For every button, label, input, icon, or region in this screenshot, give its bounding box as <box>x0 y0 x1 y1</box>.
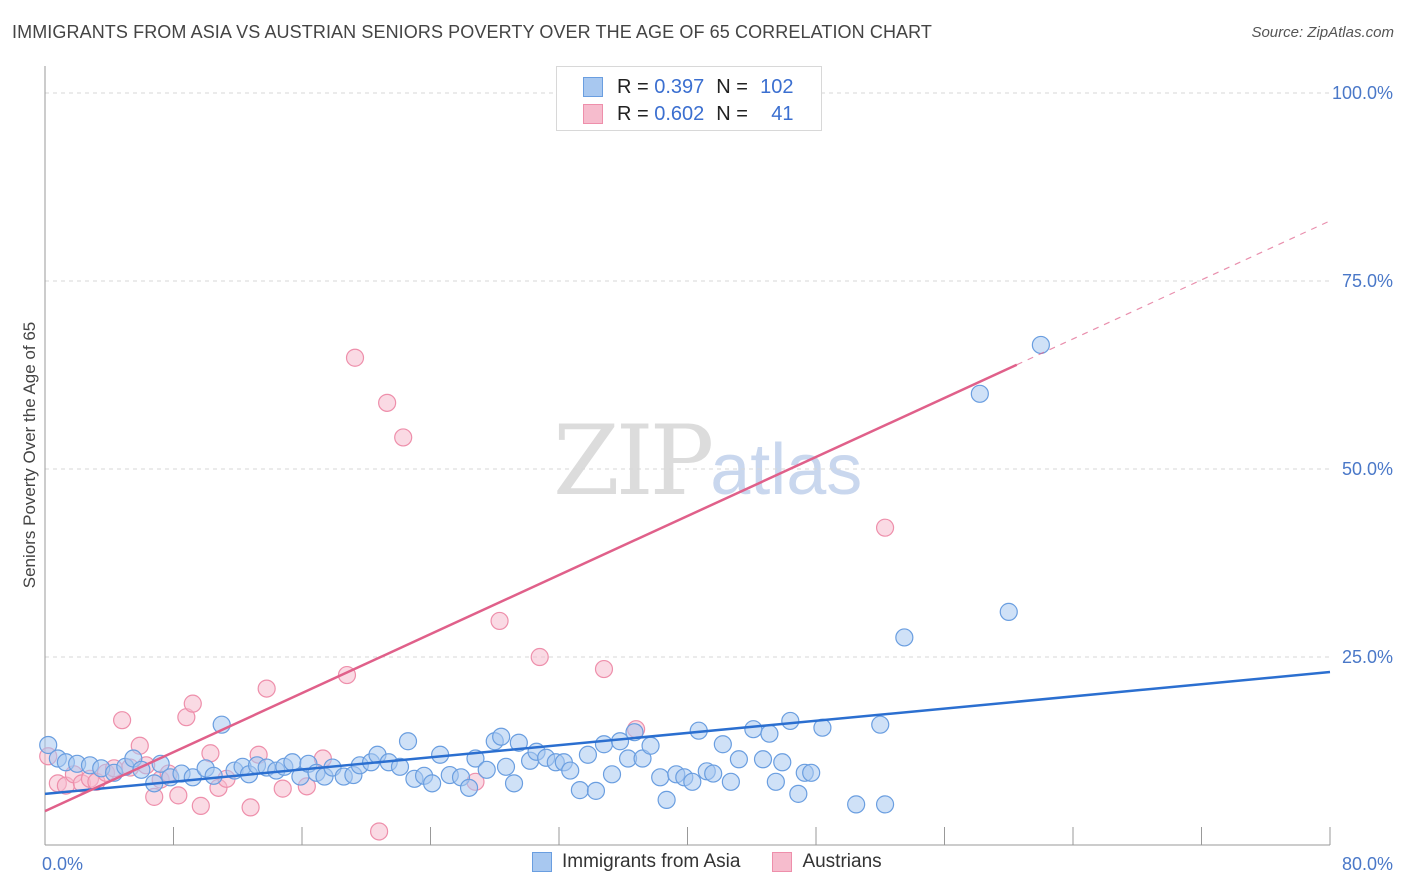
data-point <box>895 628 914 647</box>
legend-item-austrians[interactable]: Austrians <box>772 851 882 873</box>
data-point <box>496 757 516 776</box>
data-point <box>781 711 800 731</box>
data-point <box>713 735 732 754</box>
y-tick-label: 50.0% <box>1342 459 1393 479</box>
data-point <box>651 768 670 787</box>
legend-r-value: 0.397 <box>654 75 705 98</box>
data-point <box>561 761 580 780</box>
data-point <box>477 760 496 779</box>
data-point <box>492 727 511 746</box>
data-point <box>657 790 676 809</box>
data-point <box>875 795 895 814</box>
data-point <box>112 711 132 730</box>
legend-label-austrians: Austrians <box>802 851 882 872</box>
source-label: Source: ZipAtlas.com <box>1251 24 1394 41</box>
data-point <box>191 796 210 815</box>
series-legend: Immigrants from Asia Austrians <box>532 851 914 873</box>
data-point <box>875 518 895 537</box>
data-point <box>586 781 606 800</box>
data-point <box>530 647 549 667</box>
data-point <box>970 384 989 403</box>
data-point <box>459 778 479 797</box>
data-point <box>394 428 413 447</box>
legend-swatch-asia <box>532 852 552 872</box>
trend-line-asia <box>44 670 1331 796</box>
legend-n-label: N = <box>716 75 748 98</box>
data-point <box>241 798 260 817</box>
legend-n-label: N = <box>716 102 748 125</box>
data-point <box>999 602 1018 621</box>
legend-swatch-asia <box>583 77 603 97</box>
data-point <box>847 795 866 814</box>
data-point <box>704 764 723 783</box>
data-point <box>39 735 58 755</box>
data-point <box>744 720 763 739</box>
legend-r-value: 0.602 <box>654 102 705 125</box>
data-point <box>641 736 660 755</box>
data-point <box>169 786 188 805</box>
data-point <box>183 694 202 713</box>
legend-r-label: R = <box>617 102 649 125</box>
data-point <box>370 822 389 841</box>
data-point <box>602 765 622 784</box>
axes <box>44 66 1331 846</box>
data-point <box>378 393 397 412</box>
data-point <box>183 768 202 787</box>
y-tick-label: 25.0% <box>1342 647 1393 667</box>
data-point <box>1031 335 1050 355</box>
y-tick-label: 75.0% <box>1342 271 1393 291</box>
data-point <box>633 749 652 768</box>
data-point <box>802 763 821 782</box>
data-point <box>789 784 808 803</box>
data-point <box>201 744 220 763</box>
data-point <box>578 745 598 764</box>
correlation-legend: R = 0.397 N = 102 R = 0.602 N = 41 <box>556 66 822 131</box>
data-point <box>683 772 702 791</box>
watermark-logo: ZIPatlas <box>553 405 862 517</box>
data-point <box>773 753 792 772</box>
x-tick-label: 80.0% <box>1342 854 1393 874</box>
legend-row-asia: R = 0.397 N = 102 <box>583 74 794 100</box>
data-point <box>509 733 528 752</box>
data-point <box>729 750 749 769</box>
data-point <box>871 715 890 734</box>
legend-swatch-austrians <box>583 104 603 124</box>
trend-line-austrians <box>44 363 1018 813</box>
data-point <box>594 659 614 679</box>
legend-n-value: 41 <box>771 102 794 125</box>
asia-points <box>39 335 1050 814</box>
legend-label-asia: Immigrants from Asia <box>562 851 741 872</box>
grid-lines <box>45 92 1330 658</box>
data-point <box>204 766 223 785</box>
legend-n-value: 102 <box>760 75 794 98</box>
data-point <box>398 732 418 751</box>
data-point <box>760 724 779 743</box>
data-point <box>570 781 589 800</box>
x-tick-label: 0.0% <box>42 854 83 874</box>
data-point <box>753 750 773 769</box>
watermark-zip: ZIP <box>553 405 714 517</box>
legend-item-asia[interactable]: Immigrants from Asia <box>532 851 740 873</box>
data-point <box>594 735 614 754</box>
data-point <box>504 774 524 793</box>
data-point <box>273 779 292 798</box>
trend-line-austrians-extension <box>1016 220 1331 366</box>
data-point <box>257 679 276 698</box>
legend-swatch-austrians <box>772 852 793 872</box>
y-tick-label: 100.0% <box>1332 83 1393 103</box>
data-point <box>423 774 442 793</box>
data-point <box>766 772 785 791</box>
chart-title: IMMIGRANTS FROM ASIA VS AUSTRIAN SENIORS… <box>12 22 933 42</box>
data-point <box>721 772 740 791</box>
data-point <box>345 348 365 367</box>
data-point <box>390 757 410 776</box>
legend-r-label: R = <box>617 75 649 98</box>
tick-labels: 25.0% 50.0% 75.0% 100.0% 0.0% 80.0% <box>42 83 1393 874</box>
data-point <box>490 611 509 631</box>
trend-lines <box>44 220 1331 813</box>
legend-row-austrians: R = 0.602 N = 41 <box>583 101 794 127</box>
